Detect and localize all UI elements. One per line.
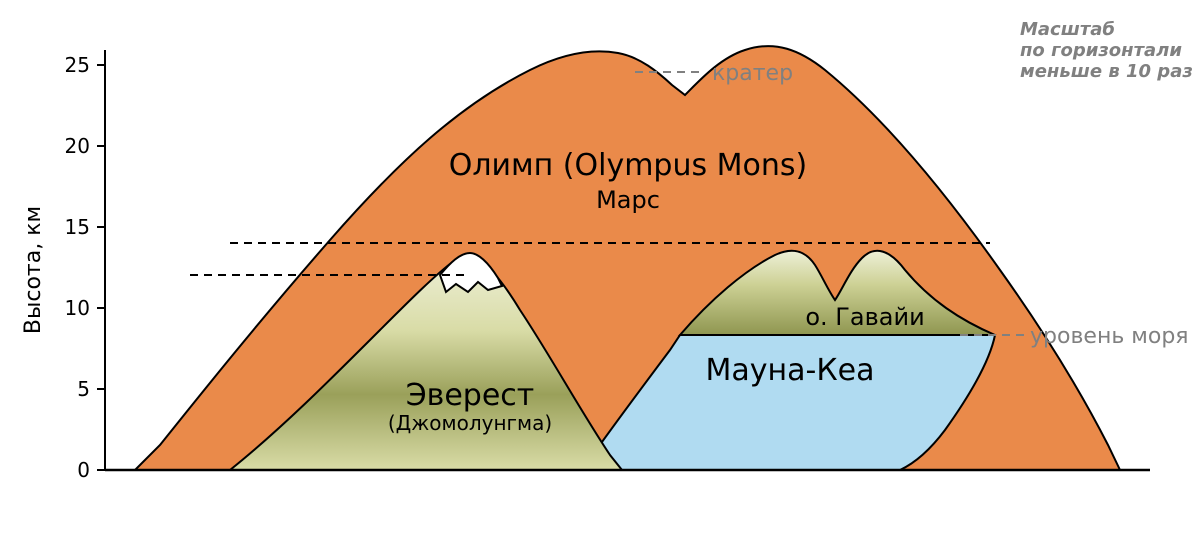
tick-20: 20 (65, 134, 90, 158)
tick-15: 15 (65, 215, 90, 239)
olympus-subtitle: Марс (596, 186, 660, 214)
y-axis-title: Высота, км (21, 206, 46, 334)
hawaii-island-label: о. Гавайи (805, 303, 924, 331)
olympus-title: Олимп (Olympus Mons) (449, 148, 808, 183)
tick-25: 25 (65, 53, 90, 77)
tick-10: 10 (65, 296, 90, 320)
y-axis-ticks (97, 65, 105, 470)
everest-subtitle: (Джомолунгма) (388, 411, 552, 435)
scale-note-3: меньше в 10 раз (1020, 61, 1193, 82)
scale-note-2: по горизонтали (1020, 40, 1182, 61)
crater-label: кратер (712, 61, 793, 86)
sea-level-label: уровень моря (1030, 324, 1189, 349)
mauna-kea-title: Мауна-Кеа (706, 353, 875, 388)
tick-0: 0 (77, 458, 90, 482)
mountain-comparison-diagram: 0 5 10 15 20 25 Высота, км Олимп (Olympu… (0, 0, 1200, 557)
scale-note-1: Масштаб (1020, 19, 1115, 40)
tick-5: 5 (77, 377, 90, 401)
everest-title: Эверест (406, 378, 535, 413)
